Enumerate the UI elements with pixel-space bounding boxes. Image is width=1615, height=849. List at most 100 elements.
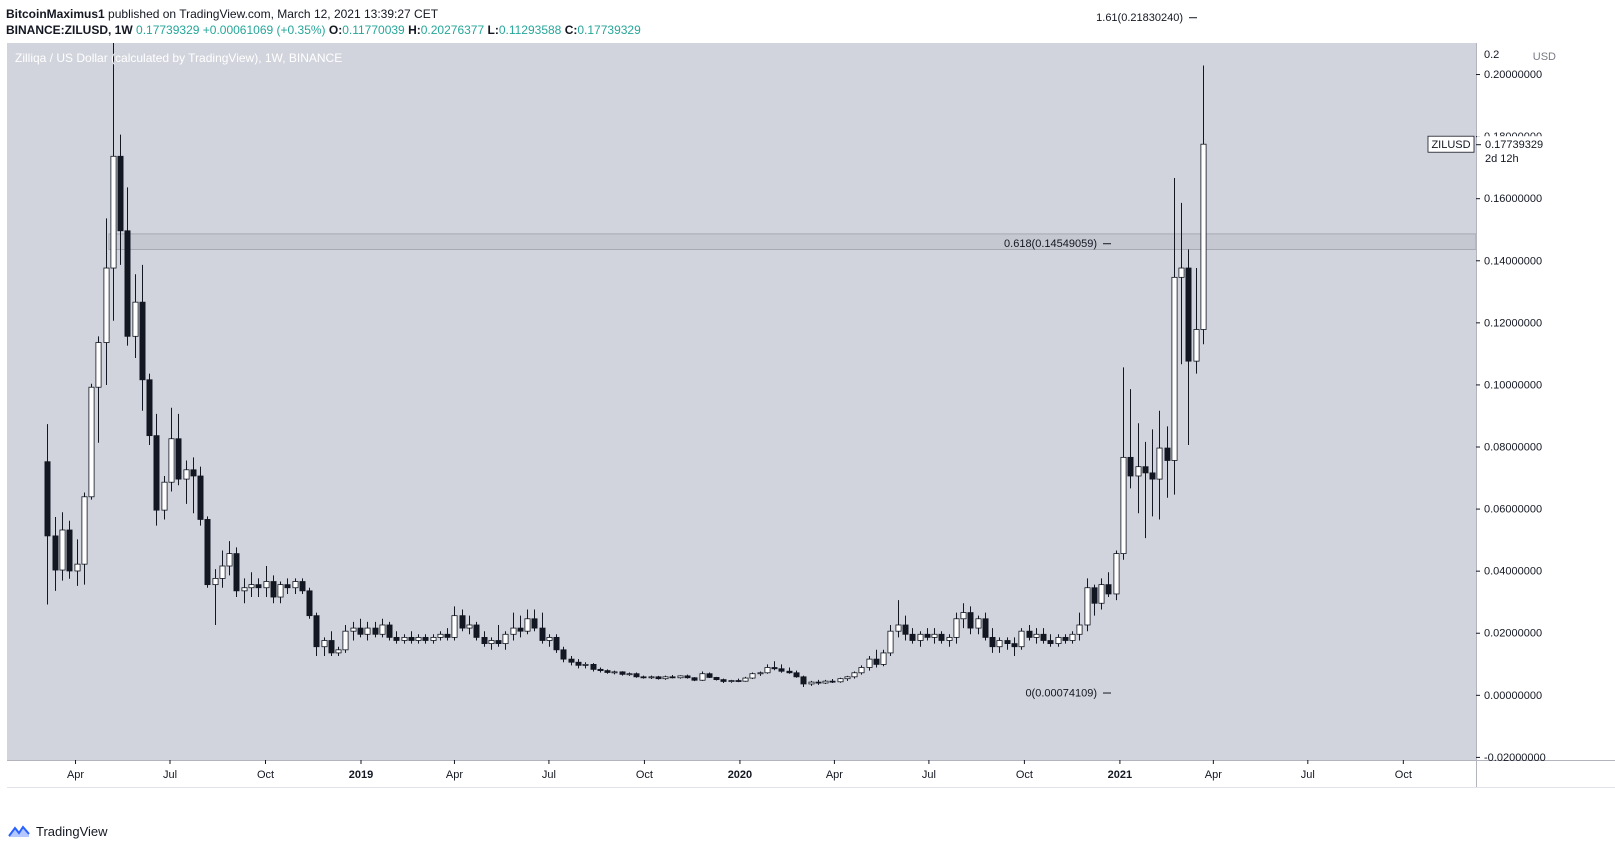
y-tick-label: 0.06000000 — [1484, 504, 1542, 516]
candle — [1142, 441, 1149, 539]
candle-body — [808, 681, 815, 685]
y-tick-label: -0.02000000 — [1484, 752, 1546, 764]
candle — [1156, 410, 1163, 520]
candle — [510, 612, 517, 641]
candle-body — [153, 435, 160, 511]
candle — [1026, 624, 1033, 641]
author-name[interactable]: BitcoinMaximus1 — [6, 7, 105, 21]
candle — [219, 550, 226, 588]
candle — [742, 676, 749, 682]
candle — [1069, 631, 1076, 644]
y-tick-label-top: 0.2 — [1484, 49, 1499, 61]
candle-body — [1004, 640, 1011, 645]
candle-body — [74, 563, 81, 572]
candle — [604, 669, 611, 674]
candle-body — [430, 636, 437, 641]
candle-body — [597, 668, 604, 672]
candle — [444, 628, 451, 641]
close-value: 0.17739329 — [577, 23, 641, 37]
candle — [553, 634, 560, 653]
candle — [851, 671, 858, 679]
candle-body — [328, 640, 335, 654]
candle-body — [829, 680, 836, 683]
candle — [597, 667, 604, 673]
y-tick-label: 0.12000000 — [1484, 317, 1542, 329]
candle — [1127, 389, 1134, 489]
candle-body — [757, 672, 764, 675]
chart-title: Zilliqa / US Dollar (calculated by Tradi… — [15, 51, 342, 65]
publish-info: published on TradingView.com, March 12, … — [108, 7, 439, 21]
x-tick-label: Apr — [826, 769, 843, 781]
candle-body — [568, 658, 575, 663]
candle — [619, 671, 626, 676]
candle-body — [655, 676, 662, 680]
candle-body — [960, 612, 967, 620]
plot-layer — [44, 43, 1476, 688]
candle — [342, 624, 349, 653]
candle-body — [1171, 276, 1178, 461]
candle — [1149, 429, 1156, 517]
candle-body — [103, 267, 110, 343]
candle-body — [422, 636, 429, 641]
last-price-tag: 0.17739329 — [1485, 139, 1543, 151]
publish-header: BitcoinMaximus1 published on TradingView… — [6, 6, 438, 22]
tradingview-footer[interactable]: TradingView — [8, 823, 108, 839]
candle-body — [1026, 630, 1033, 638]
candle — [924, 628, 931, 641]
candle-body — [466, 624, 473, 629]
candle — [539, 612, 546, 644]
candle — [815, 679, 822, 685]
candle-body — [880, 652, 887, 665]
candle-body — [183, 469, 190, 480]
close-label: C: — [564, 23, 578, 37]
candle — [502, 631, 509, 650]
last-price: 0.17739329 — [136, 23, 200, 37]
candle — [662, 675, 669, 680]
candle — [546, 634, 553, 647]
candle-body — [204, 519, 211, 586]
candle-body — [699, 673, 706, 681]
y-tick-label: 0.20000000 — [1484, 69, 1542, 81]
candle — [626, 672, 633, 676]
candle — [117, 134, 124, 265]
candle-body — [372, 627, 379, 635]
x-tick-label: Apr — [67, 769, 84, 781]
candle-body — [451, 615, 458, 638]
candle — [284, 578, 291, 594]
candle-body — [495, 640, 502, 645]
candle — [183, 460, 190, 504]
candle — [379, 618, 386, 638]
candle — [873, 649, 880, 668]
candle — [582, 662, 589, 669]
candle — [866, 656, 873, 671]
candle — [146, 373, 153, 445]
candle — [481, 631, 488, 647]
candle — [648, 675, 655, 679]
candle — [764, 664, 771, 674]
candle — [74, 539, 81, 586]
candle-body — [255, 584, 262, 589]
candle — [902, 615, 909, 641]
candle — [590, 663, 597, 672]
candle-body — [546, 636, 553, 641]
candle — [204, 516, 211, 588]
candle — [524, 609, 531, 635]
candle — [611, 670, 618, 675]
candle-body — [502, 633, 509, 645]
candle-body — [110, 155, 117, 269]
candle — [81, 492, 88, 585]
candle — [655, 675, 662, 680]
candle-body — [401, 636, 408, 641]
candle-body — [66, 529, 73, 572]
candle — [706, 672, 713, 679]
candle — [728, 679, 735, 683]
candle — [568, 656, 575, 666]
candle-body — [662, 676, 669, 680]
candle-body — [284, 584, 291, 589]
candle — [793, 670, 800, 678]
candle — [938, 631, 945, 644]
candle — [212, 569, 219, 625]
candle — [175, 413, 182, 486]
candle-body — [946, 636, 953, 641]
